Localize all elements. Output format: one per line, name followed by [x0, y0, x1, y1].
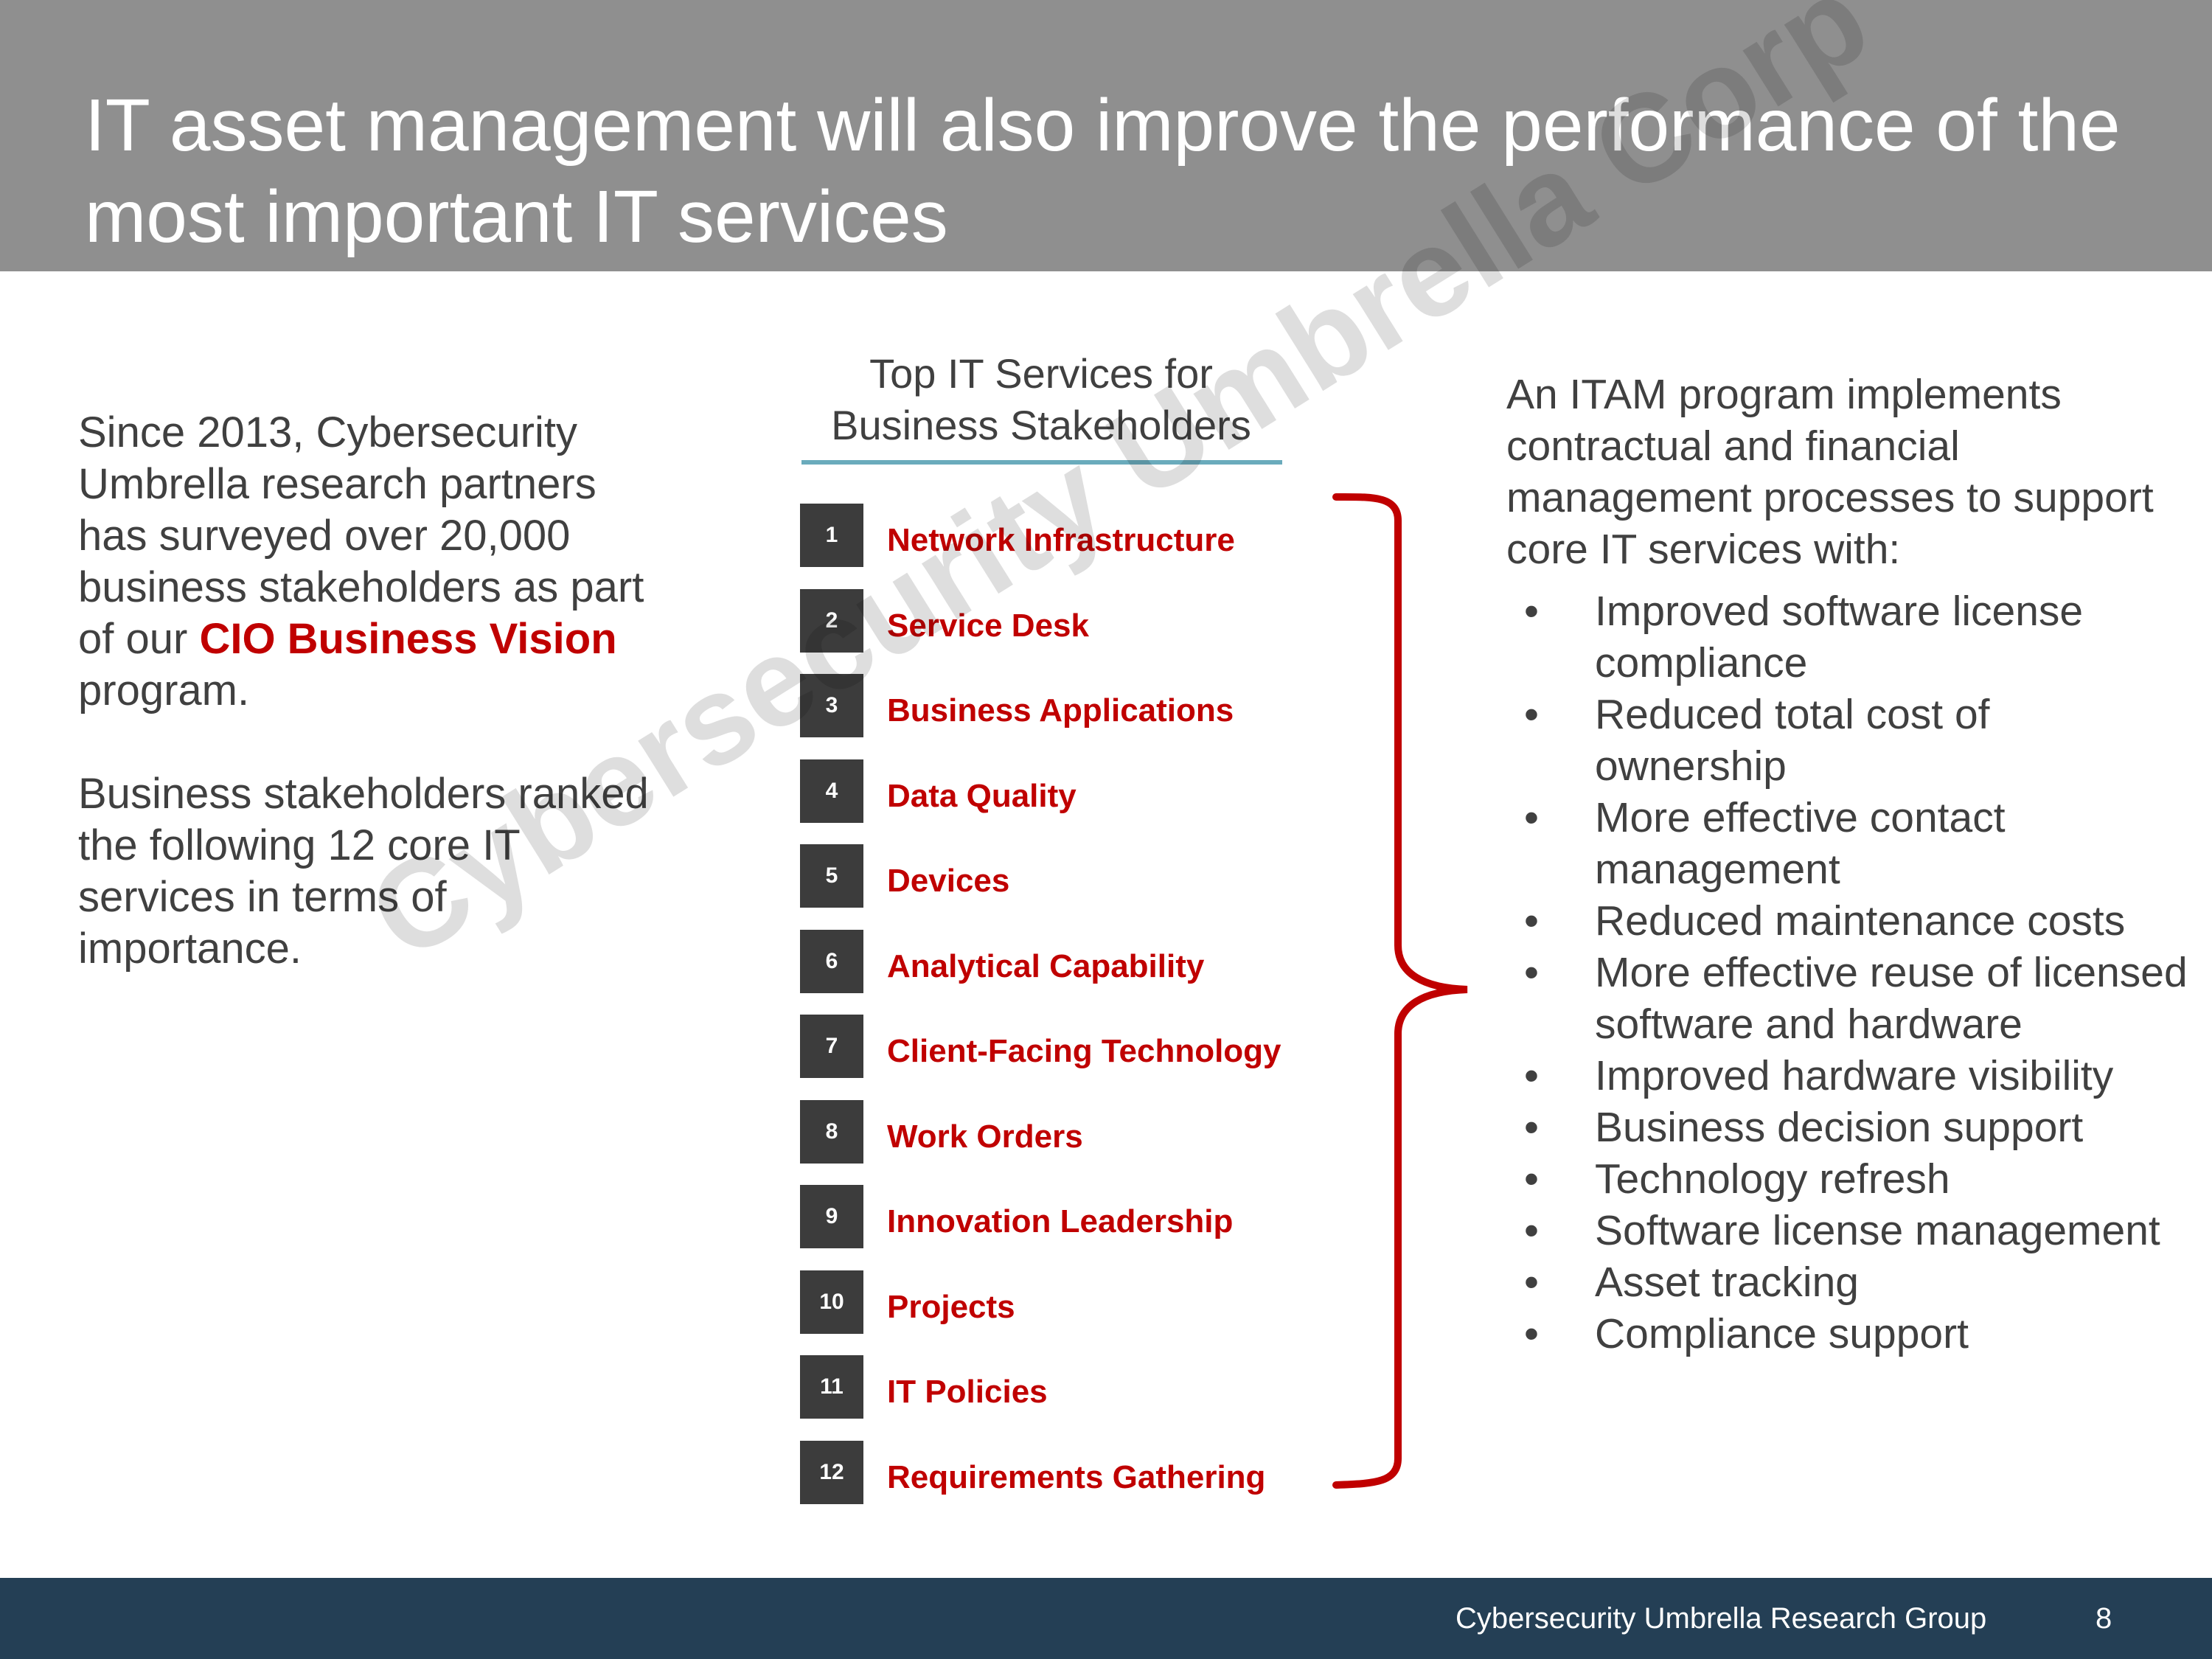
service-label: Business Applications	[887, 692, 1234, 728]
itam-intro: An ITAM program implements contractual a…	[1506, 371, 2154, 573]
benefit-text: Reduced total cost of ownership	[1595, 691, 1990, 790]
footer-bar	[0, 1578, 2212, 1659]
list-item: 1 Network Infrastructure	[800, 504, 1390, 567]
rank-number-badge: 8	[800, 1099, 863, 1164]
list-item: 6 Analytical Capability	[800, 929, 1390, 993]
benefit-text: Asset tracking	[1595, 1259, 1859, 1306]
bullet-icon: •	[1524, 588, 1539, 635]
benefit-item: • Reduced total cost of ownership	[1506, 689, 2192, 792]
rank-number-badge: 11	[800, 1355, 863, 1419]
service-label: Data Quality	[887, 777, 1077, 814]
benefit-text: Compliance support	[1595, 1310, 1969, 1357]
list-item: 11 IT Policies	[800, 1355, 1390, 1419]
service-label: Innovation Leadership	[887, 1203, 1234, 1239]
benefit-text: Improved hardware visibility	[1595, 1052, 2114, 1099]
benefit-item: • Asset tracking	[1506, 1256, 2192, 1308]
intro-text-end: program.	[78, 667, 250, 714]
header-bar	[0, 0, 2212, 271]
slide-title: IT asset management will also improve th…	[85, 84, 2121, 258]
bullet-icon: •	[1524, 1155, 1539, 1203]
list-item: 9 Innovation Leadership	[800, 1185, 1390, 1248]
ranking-paragraph: Business stakeholders ranked the followi…	[78, 770, 649, 973]
benefit-text: Business decision support	[1595, 1104, 2084, 1151]
benefit-text: Technology refresh	[1595, 1155, 1950, 1203]
rank-number-badge: 2	[800, 588, 863, 653]
bullet-icon: •	[1524, 1259, 1539, 1306]
bullet-icon: •	[1524, 1052, 1539, 1099]
bullet-icon: •	[1524, 897, 1539, 945]
service-label: Requirements Gathering	[887, 1458, 1266, 1495]
service-label: IT Policies	[887, 1374, 1048, 1410]
program-name-highlight: CIO Business Vision	[199, 615, 617, 663]
benefit-item: • Improved hardware visibility	[1506, 1050, 2192, 1102]
title-underline	[801, 460, 1282, 465]
rank-number-badge: 6	[800, 929, 863, 993]
benefit-item: • Reduced maintenance costs	[1506, 895, 2192, 947]
service-label: Projects	[887, 1288, 1015, 1325]
benefit-item: • Technology refresh	[1506, 1153, 2192, 1205]
service-label: Analytical Capability	[887, 947, 1205, 984]
bullet-icon: •	[1524, 1104, 1539, 1151]
service-label: Work Orders	[887, 1118, 1083, 1155]
itam-benefits: An ITAM program implements contractual a…	[1506, 369, 2192, 1360]
benefit-item: • Improved software license compliance	[1506, 585, 2192, 689]
benefit-text: Software license management	[1595, 1207, 2160, 1254]
rank-number-badge: 4	[800, 759, 863, 823]
rank-number-badge: 7	[800, 1015, 863, 1078]
intro-paragraph: Since 2013, Cybersecurity Umbrella resea…	[78, 407, 668, 717]
bullet-icon: •	[1524, 691, 1539, 738]
benefit-text: Reduced maintenance costs	[1595, 897, 2126, 945]
rank-number-badge: 3	[800, 674, 863, 737]
bullet-icon: •	[1524, 794, 1539, 841]
rank-number-badge: 10	[800, 1270, 863, 1334]
service-label: Service Desk	[887, 607, 1089, 644]
benefit-item: • More effective reuse of licensed softwa…	[1506, 947, 2192, 1050]
benefit-list: • Improved software license compliance • Re…	[1506, 585, 2192, 1360]
intro-text-start: Since 2013, Cybersecurity Umbrella resea…	[78, 408, 644, 663]
service-label: Client-Facing Technology	[887, 1033, 1281, 1069]
rank-number-badge: 9	[800, 1185, 863, 1248]
list-item: 7 Client-Facing Technology	[800, 1015, 1390, 1078]
rank-number-badge: 5	[800, 844, 863, 908]
rank-number-badge: 12	[800, 1440, 863, 1504]
list-item: 12 Requirements Gathering	[800, 1440, 1390, 1504]
rank-number-badge: 1	[800, 504, 863, 567]
bullet-icon: •	[1524, 1207, 1539, 1254]
benefit-item: • Compliance support	[1506, 1308, 2192, 1360]
left-description: Since 2013, Cybersecurity Umbrella resea…	[78, 407, 668, 975]
benefit-text: More effective reuse of licensed softwar…	[1595, 949, 2188, 1048]
benefit-text: Improved software license compliance	[1595, 588, 2084, 686]
benefit-item: • Business decision support	[1506, 1102, 2192, 1153]
page-number: 8	[2096, 1602, 2112, 1635]
benefit-item: • More effective contact management	[1506, 792, 2192, 895]
services-list-title: Top IT Services for Business Stakeholder…	[831, 350, 1251, 448]
benefit-text: More effective contact management	[1595, 794, 2006, 893]
curly-brace-icon	[1332, 493, 1468, 1489]
list-item: 2 Service Desk	[800, 588, 1390, 653]
service-label: Devices	[887, 863, 1010, 899]
list-item: 3 Business Applications	[800, 674, 1390, 737]
list-item: 8 Work Orders	[800, 1099, 1390, 1164]
list-item: 4 Data Quality	[800, 759, 1390, 823]
footer-organization: Cybersecurity Umbrella Research Group	[1455, 1602, 1987, 1635]
benefit-item: • Software license management	[1506, 1205, 2192, 1256]
list-item: 5 Devices	[800, 844, 1390, 908]
bullet-icon: •	[1524, 949, 1539, 996]
service-label: Network Infrastructure	[887, 522, 1235, 558]
bullet-icon: •	[1524, 1310, 1539, 1357]
list-item: 10 Projects	[800, 1270, 1390, 1334]
